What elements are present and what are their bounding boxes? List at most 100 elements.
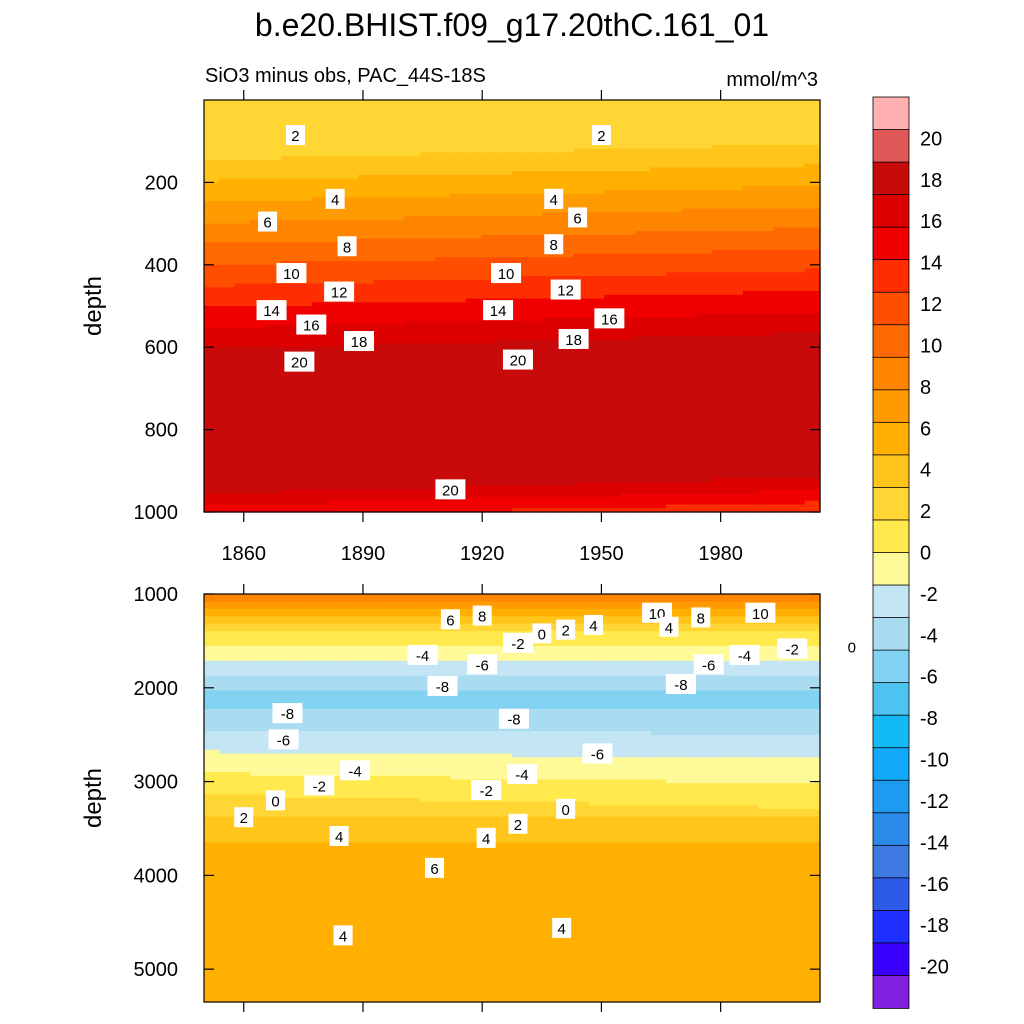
upper-field-cell	[619, 309, 636, 315]
upper-field-cell	[696, 358, 713, 363]
upper-field-cell	[727, 373, 744, 378]
upper-field-cell	[589, 171, 605, 176]
upper-field-cell	[204, 156, 220, 161]
upper-field-cell	[388, 107, 405, 112]
lower-field-cell	[219, 935, 236, 940]
upper-field-cell	[681, 156, 698, 161]
lower-field-cell	[234, 712, 251, 717]
upper-field-cell	[373, 100, 390, 105]
lower-field-cell	[234, 649, 251, 654]
upper-field-cell	[589, 287, 605, 292]
upper-contour-label: 20	[502, 349, 533, 370]
upper-field-cell	[727, 107, 744, 112]
upper-field-cell	[789, 433, 806, 438]
lower-field-cell	[204, 638, 220, 643]
upper-field-cell	[619, 444, 636, 449]
upper-field-cell	[373, 433, 390, 438]
upper-field-cell	[635, 365, 652, 371]
upper-field-cell	[696, 171, 713, 176]
upper-field-cell	[635, 373, 652, 378]
lower-field-cell	[204, 823, 220, 829]
upper-field-cell	[727, 328, 744, 333]
upper-field-cell	[250, 246, 267, 251]
upper-field-cell	[681, 470, 698, 476]
upper-field-cell	[604, 103, 621, 109]
upper-field-cell	[388, 433, 405, 438]
lower-field-cell	[250, 794, 267, 799]
upper-field-cell	[743, 504, 759, 509]
upper-field-cell	[388, 418, 405, 423]
upper-field-cell	[419, 242, 436, 247]
upper-field-cell	[481, 234, 498, 240]
upper-field-cell	[435, 339, 451, 345]
upper-field-cell	[542, 433, 559, 438]
upper-field-cell	[204, 249, 220, 255]
upper-field-cell	[619, 201, 636, 206]
upper-field-cell	[789, 287, 806, 292]
upper-field-cell	[327, 159, 344, 165]
upper-field-cell	[527, 407, 544, 412]
upper-field-cell	[681, 377, 698, 382]
upper-field-cell	[619, 373, 636, 378]
upper-field-cell	[619, 482, 636, 487]
upper-field-cell	[388, 437, 405, 442]
upper-field-cell	[404, 433, 421, 438]
upper-field-cell	[204, 126, 220, 131]
upper-field-cell	[727, 257, 744, 262]
upper-field-cell	[804, 500, 821, 506]
upper-field-cell	[804, 335, 821, 341]
upper-field-cell	[435, 392, 451, 397]
upper-field-cell	[219, 227, 236, 232]
upper-field-cell	[465, 384, 482, 389]
upper-field-cell	[465, 302, 482, 307]
upper-field-cell	[327, 268, 344, 273]
upper-field-cell	[758, 231, 775, 236]
upper-field-cell	[666, 283, 682, 288]
upper-field-cell	[219, 197, 236, 202]
upper-field-cell	[496, 103, 513, 109]
upper-field-cell	[743, 358, 759, 363]
upper-field-cell	[619, 339, 636, 345]
lower-field-cell	[234, 842, 251, 847]
upper-field-cell	[743, 343, 759, 348]
upper-field-cell	[388, 216, 405, 221]
upper-field-cell	[758, 332, 775, 337]
upper-field-cell	[727, 261, 744, 266]
upper-field-cell	[342, 126, 359, 131]
upper-field-cell	[712, 276, 729, 281]
upper-field-cell	[527, 403, 544, 408]
upper-contour-label: 16	[296, 314, 327, 335]
lower-field-cell	[204, 946, 220, 951]
upper-field-cell	[696, 306, 713, 311]
upper-field-cell	[204, 388, 220, 393]
upper-field-cell	[604, 249, 621, 255]
upper-field-cell	[773, 358, 790, 363]
upper-contour-label: 18	[558, 328, 589, 349]
upper-field-cell	[743, 223, 759, 228]
upper-field-cell	[435, 197, 451, 202]
upper-field-cell	[604, 298, 621, 303]
upper-field-cell	[558, 302, 575, 307]
upper-field-cell	[234, 163, 251, 169]
upper-field-cell	[204, 324, 220, 330]
upper-field-cell	[358, 448, 374, 453]
upper-field-cell	[650, 493, 667, 498]
upper-field-cell	[388, 137, 405, 142]
upper-field-cell	[635, 317, 652, 322]
upper-field-cell	[635, 204, 652, 210]
upper-field-cell	[743, 365, 759, 371]
upper-field-cell	[388, 455, 405, 461]
upper-field-cell	[265, 261, 282, 266]
upper-field-cell	[666, 257, 682, 262]
upper-field-cell	[666, 163, 682, 169]
upper-field-cell	[712, 174, 729, 180]
upper-field-cell	[542, 328, 559, 333]
upper-field-cell	[450, 287, 467, 292]
upper-field-cell	[727, 384, 744, 389]
lower-field-cell	[265, 657, 282, 662]
upper-field-cell	[311, 425, 328, 431]
upper-field-cell	[712, 107, 729, 112]
upper-field-cell	[789, 193, 806, 198]
upper-field-cell	[666, 365, 682, 371]
upper-field-cell	[650, 156, 667, 161]
